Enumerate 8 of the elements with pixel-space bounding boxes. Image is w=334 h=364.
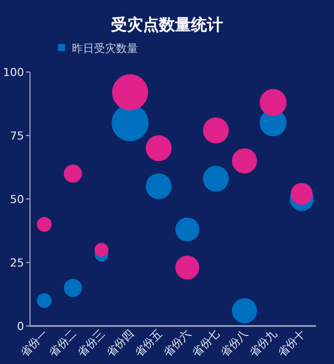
ytick: 100 xyxy=(3,66,24,79)
legend: 昨日受灾数量 xyxy=(72,42,138,55)
ytick: 50 xyxy=(10,193,24,206)
title: 受灾点数量统计 xyxy=(111,15,223,34)
xtick: 省份九 xyxy=(246,326,280,360)
ytick: 0 xyxy=(17,320,24,333)
ytick: 25 xyxy=(10,256,24,270)
ytick: 75 xyxy=(10,130,24,142)
